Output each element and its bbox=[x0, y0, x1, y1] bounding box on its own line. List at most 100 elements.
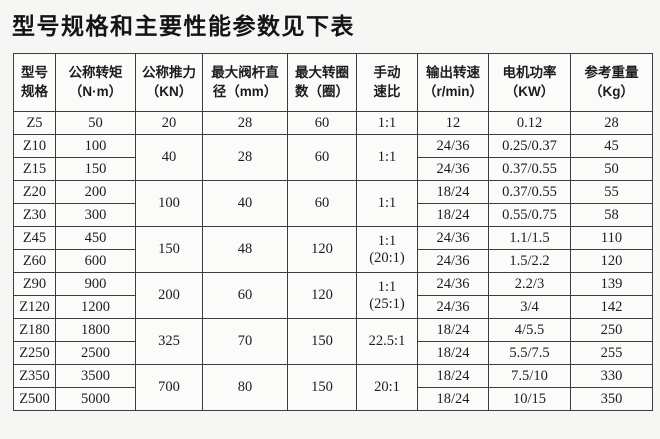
cell-manual-ratio: 1:1 bbox=[356, 111, 418, 135]
cell-weight: 250 bbox=[570, 318, 653, 342]
cell-model: Z45 bbox=[13, 226, 56, 250]
cell-motor-power: 0.12 bbox=[488, 111, 571, 135]
table-row: Z60 600 24/36 1.5/2.2 120 bbox=[13, 249, 653, 273]
column-header-motor-power: 电机功率 （KW） bbox=[488, 53, 571, 112]
cell-manual-ratio: 22.5:1 bbox=[356, 318, 418, 365]
cell-model: Z60 bbox=[13, 249, 56, 273]
table-row: Z250 2500 18/24 5.5/7.5 255 bbox=[13, 341, 653, 365]
header-row: 型号 规格 公称转矩 （N·m） 公称推力 （KN） 最大阀杆直 径（mm） 最大转圈 … bbox=[13, 53, 653, 112]
cell-weight: 255 bbox=[570, 341, 653, 365]
cell-thrust: 325 bbox=[135, 318, 203, 365]
column-header-stem-diameter: 最大阀杆直 径（mm） bbox=[202, 53, 288, 112]
cell-motor-power: 3/4 bbox=[488, 295, 571, 319]
cell-torque: 2500 bbox=[55, 341, 136, 365]
cell-output-speed: 24/36 bbox=[417, 226, 489, 250]
cell-motor-power: 7.5/10 bbox=[488, 364, 571, 388]
cell-thrust: 40 bbox=[135, 134, 203, 181]
cell-max-turns: 60 bbox=[287, 134, 357, 181]
cell-model: Z90 bbox=[13, 272, 56, 296]
cell-motor-power: 5.5/7.5 bbox=[488, 341, 571, 365]
table-row: Z10 100 40 28 60 1:1 24/36 0.25/0.37 45 bbox=[13, 134, 653, 181]
cell-thrust: 200 bbox=[135, 272, 203, 319]
cell-max-turns: 60 bbox=[287, 180, 357, 227]
table-row: Z20 200 100 40 60 1:1 18/24 0.37/0.55 55 bbox=[13, 180, 653, 227]
cell-motor-power: 4/5.5 bbox=[488, 318, 571, 342]
cell-torque: 50 bbox=[55, 111, 136, 135]
cell-manual-ratio: 1:1 (20:1) bbox=[356, 226, 418, 273]
cell-output-speed: 24/36 bbox=[417, 295, 489, 319]
cell-model: Z350 bbox=[13, 364, 56, 388]
cell-max-turns: 150 bbox=[287, 364, 357, 411]
cell-model: Z120 bbox=[13, 295, 56, 319]
cell-motor-power: 2.2/3 bbox=[488, 272, 571, 296]
table-row: Z90 900 200 60 120 1:1 (25:1) 24/36 2.2/3 139 bbox=[13, 272, 653, 319]
column-header-manual-ratio: 手动 速比 bbox=[356, 53, 418, 112]
cell-max-turns: 120 bbox=[287, 272, 357, 319]
cell-weight: 50 bbox=[570, 157, 653, 181]
cell-torque: 450 bbox=[55, 226, 136, 250]
cell-thrust: 20 bbox=[135, 111, 203, 135]
cell-model: Z10 bbox=[13, 134, 56, 158]
cell-motor-power: 0.37/0.55 bbox=[488, 157, 571, 181]
cell-weight: 330 bbox=[570, 364, 653, 388]
cell-motor-power: 1.5/2.2 bbox=[488, 249, 571, 273]
cell-output-speed: 18/24 bbox=[417, 318, 489, 342]
page-title: 型号规格和主要性能参数见下表 bbox=[12, 13, 355, 39]
cell-model: Z250 bbox=[13, 341, 56, 365]
cell-stem-diameter: 48 bbox=[202, 226, 288, 273]
cell-output-speed: 18/24 bbox=[417, 180, 489, 204]
cell-torque: 100 bbox=[55, 134, 136, 158]
column-header-output-speed: 输出转速 （r/min） bbox=[417, 53, 489, 112]
cell-torque: 5000 bbox=[55, 387, 136, 411]
column-header-thrust: 公称推力 （KN） bbox=[135, 53, 203, 112]
cell-weight: 350 bbox=[570, 387, 653, 411]
cell-output-speed: 24/36 bbox=[417, 272, 489, 296]
cell-motor-power: 0.25/0.37 bbox=[488, 134, 571, 158]
cell-weight: 110 bbox=[570, 226, 653, 250]
cell-output-speed: 12 bbox=[417, 111, 489, 135]
cell-motor-power: 0.55/0.75 bbox=[488, 203, 571, 227]
table-body: Z5 50 20 28 60 1:1 12 0.12 28 Z10 100 40 28 60 1:1 24/3… bbox=[13, 111, 653, 411]
cell-stem-diameter: 80 bbox=[202, 364, 288, 411]
cell-stem-diameter: 70 bbox=[202, 318, 288, 365]
cell-manual-ratio: 1:1 bbox=[356, 180, 418, 227]
cell-weight: 28 bbox=[570, 111, 653, 135]
table-row: Z5 50 20 28 60 1:1 12 0.12 28 bbox=[13, 111, 653, 135]
cell-max-turns: 60 bbox=[287, 111, 357, 135]
cell-thrust: 150 bbox=[135, 226, 203, 273]
cell-output-speed: 18/24 bbox=[417, 387, 489, 411]
cell-model: Z5 bbox=[13, 111, 56, 135]
cell-stem-diameter: 28 bbox=[202, 111, 288, 135]
cell-model: Z500 bbox=[13, 387, 56, 411]
cell-output-speed: 18/24 bbox=[417, 364, 489, 388]
cell-torque: 200 bbox=[55, 180, 136, 204]
spec-table: 型号 规格 公称转矩 （N·m） 公称推力 （KN） 最大阀杆直 径（mm） 最大转圈 … bbox=[13, 53, 653, 411]
column-header-weight: 参考重量 （Kg） bbox=[570, 53, 653, 112]
table-row: Z500 5000 18/24 10/15 350 bbox=[13, 387, 653, 411]
cell-weight: 45 bbox=[570, 134, 653, 158]
cell-output-speed: 24/36 bbox=[417, 249, 489, 273]
table-row: Z180 1800 325 70 150 22.5:1 18/24 4/5.5 250 bbox=[13, 318, 653, 365]
cell-model: Z20 bbox=[13, 180, 56, 204]
cell-stem-diameter: 60 bbox=[202, 272, 288, 319]
column-header-model: 型号 规格 bbox=[13, 53, 56, 112]
cell-manual-ratio: 20:1 bbox=[356, 364, 418, 411]
cell-output-speed: 18/24 bbox=[417, 341, 489, 365]
cell-stem-diameter: 28 bbox=[202, 134, 288, 181]
cell-torque: 150 bbox=[55, 157, 136, 181]
table-row: Z120 1200 24/36 3/4 142 bbox=[13, 295, 653, 319]
column-header-max-turns: 最大转圈 数（圈） bbox=[287, 53, 357, 112]
column-header-torque: 公称转矩 （N·m） bbox=[55, 53, 136, 112]
cell-torque: 1200 bbox=[55, 295, 136, 319]
cell-model: Z180 bbox=[13, 318, 56, 342]
cell-torque: 900 bbox=[55, 272, 136, 296]
cell-max-turns: 120 bbox=[287, 226, 357, 273]
cell-motor-power: 10/15 bbox=[488, 387, 571, 411]
cell-torque: 1800 bbox=[55, 318, 136, 342]
cell-model: Z30 bbox=[13, 203, 56, 227]
cell-motor-power: 1.1/1.5 bbox=[488, 226, 571, 250]
cell-weight: 139 bbox=[570, 272, 653, 296]
cell-manual-ratio: 1:1 bbox=[356, 134, 418, 181]
cell-output-speed: 24/36 bbox=[417, 134, 489, 158]
